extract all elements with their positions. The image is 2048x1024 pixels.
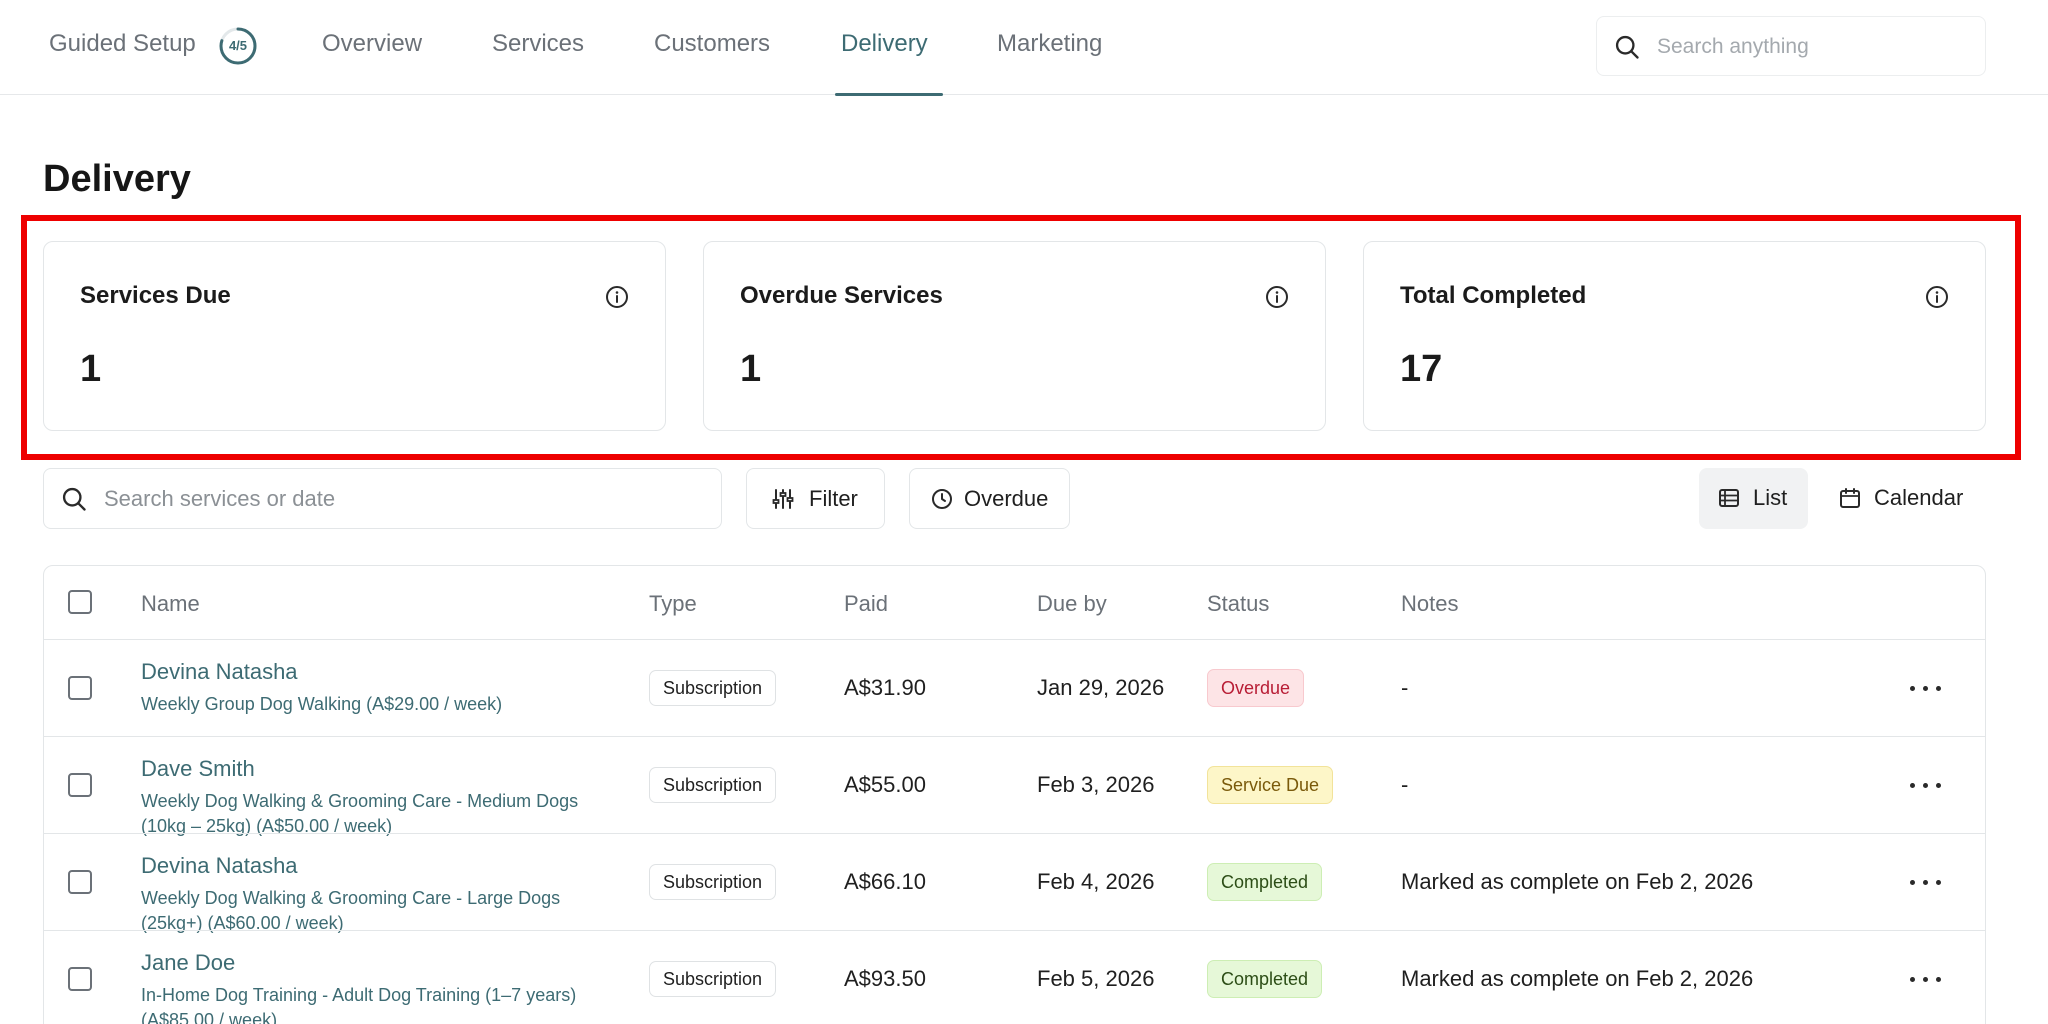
stat-card-services-due: Services Due 1 (43, 241, 666, 431)
status-badge: Overdue (1207, 669, 1305, 707)
customer-name-link[interactable]: Jane Doe (141, 950, 236, 975)
due-date: Jan 29, 2026 (1037, 675, 1165, 700)
highlight-annotation (21, 215, 2021, 460)
row-checkbox[interactable] (68, 967, 92, 991)
calendar-view-label: Calendar (1874, 485, 1964, 510)
services-search[interactable] (43, 468, 722, 529)
list-view-label: List (1753, 485, 1788, 510)
customer-name-link[interactable]: Dave Smith (141, 756, 255, 781)
services-table: Name Type Paid Due by Status Notes Devin… (43, 565, 1986, 1024)
global-search-input[interactable] (1657, 29, 1967, 65)
search-icon (62, 487, 86, 511)
stat-value: 1 (740, 348, 762, 390)
status-badge: Completed (1207, 960, 1323, 998)
service-description: In-Home Dog Training - Adult Dog Trainin… (141, 985, 577, 1024)
column-header-paid[interactable]: Paid (844, 591, 889, 616)
stat-label: Overdue Services (740, 282, 943, 309)
paid-amount: A$31.90 (844, 675, 926, 700)
row-checkbox[interactable] (68, 676, 92, 700)
list-icon (1719, 489, 1739, 507)
active-tab-indicator (835, 93, 943, 96)
table-row[interactable]: Jane Doe In-Home Dog Training - Adult Do… (44, 930, 1985, 1024)
paid-amount: A$55.00 (844, 772, 926, 797)
service-description: Weekly Dog Walking & Grooming Care - Lar… (141, 888, 561, 933)
overdue-filter-button[interactable]: Overdue (909, 468, 1070, 529)
progress-ring-icon (219, 27, 257, 65)
customer-name-link[interactable]: Devina Natasha (141, 853, 298, 878)
tab-delivery[interactable]: Delivery (841, 30, 928, 57)
page-title: Delivery (43, 158, 191, 200)
top-navigation: Guided Setup 4/5 Overview Services Custo… (0, 0, 2048, 96)
due-date: Feb 5, 2026 (1037, 966, 1155, 991)
column-header-notes[interactable]: Notes (1401, 591, 1459, 616)
select-all-checkbox[interactable] (68, 590, 92, 614)
status-badge: Service Due (1207, 766, 1334, 804)
due-date: Feb 3, 2026 (1037, 772, 1155, 797)
clock-icon (932, 489, 952, 509)
services-search-input[interactable] (104, 481, 704, 517)
tab-customers[interactable]: Customers (654, 30, 771, 57)
status-badge: Completed (1207, 863, 1323, 901)
stat-label: Services Due (80, 282, 231, 309)
calendar-icon (1840, 488, 1860, 508)
table-row[interactable]: Devina Natasha Weekly Dog Walking & Groo… (44, 833, 1985, 933)
service-description: Weekly Group Dog Walking (A$29.00 / week… (141, 694, 503, 714)
filter-button[interactable]: Filter (746, 468, 885, 529)
column-header-status[interactable]: Status (1207, 591, 1270, 616)
type-badge: Subscription (649, 961, 777, 997)
row-notes: - (1401, 675, 1409, 700)
more-horizontal-icon[interactable] (1906, 775, 1946, 795)
table-row[interactable]: Devina Natasha Weekly Group Dog Walking … (44, 639, 1985, 736)
table-row[interactable]: Dave Smith Weekly Dog Walking & Grooming… (44, 736, 1985, 836)
column-header-name[interactable]: Name (141, 591, 200, 616)
row-checkbox[interactable] (68, 870, 92, 894)
info-icon[interactable] (1925, 285, 1949, 309)
more-horizontal-icon[interactable] (1906, 872, 1946, 892)
overdue-filter-label: Overdue (964, 486, 1049, 511)
stat-label: Total Completed (1400, 282, 1587, 309)
tab-marketing[interactable]: Marketing (997, 30, 1103, 57)
list-view-button[interactable]: List (1699, 468, 1808, 529)
column-header-type[interactable]: Type (649, 591, 697, 616)
global-search[interactable] (1596, 16, 1986, 76)
tab-overview[interactable]: Overview (322, 30, 423, 57)
calendar-view-button[interactable]: Calendar (1823, 468, 1973, 529)
more-horizontal-icon[interactable] (1906, 969, 1946, 989)
row-checkbox[interactable] (68, 773, 92, 797)
paid-amount: A$66.10 (844, 869, 926, 894)
tab-services[interactable]: Services (492, 30, 585, 57)
type-badge: Subscription (649, 670, 777, 706)
more-horizontal-icon[interactable] (1906, 678, 1946, 698)
service-description: Weekly Dog Walking & Grooming Care - Med… (141, 791, 579, 836)
paid-amount: A$93.50 (844, 966, 926, 991)
guided-setup-progress-text: 4/5 (228, 38, 248, 53)
stat-value: 1 (80, 348, 102, 390)
nav-guided-setup[interactable]: Guided Setup (49, 30, 196, 57)
column-header-due-by[interactable]: Due by (1037, 591, 1107, 616)
stat-value: 17 (1400, 348, 1443, 390)
sliders-icon (772, 489, 794, 509)
row-notes: - (1401, 772, 1409, 797)
stat-card-total-completed: Total Completed 17 (1363, 241, 1986, 431)
search-icon (1615, 35, 1639, 59)
guided-setup-progress[interactable]: 4/5 (218, 26, 258, 66)
type-badge: Subscription (649, 864, 777, 900)
info-icon[interactable] (1265, 285, 1289, 309)
type-badge: Subscription (649, 767, 777, 803)
due-date: Feb 4, 2026 (1037, 869, 1155, 894)
filter-button-label: Filter (809, 486, 858, 511)
row-notes: Marked as complete on Feb 2, 2026 (1401, 869, 1754, 894)
row-notes: Marked as complete on Feb 2, 2026 (1401, 966, 1754, 991)
info-icon[interactable] (605, 285, 629, 309)
customer-name-link[interactable]: Devina Natasha (141, 659, 298, 684)
stat-card-overdue-services: Overdue Services 1 (703, 241, 1326, 431)
